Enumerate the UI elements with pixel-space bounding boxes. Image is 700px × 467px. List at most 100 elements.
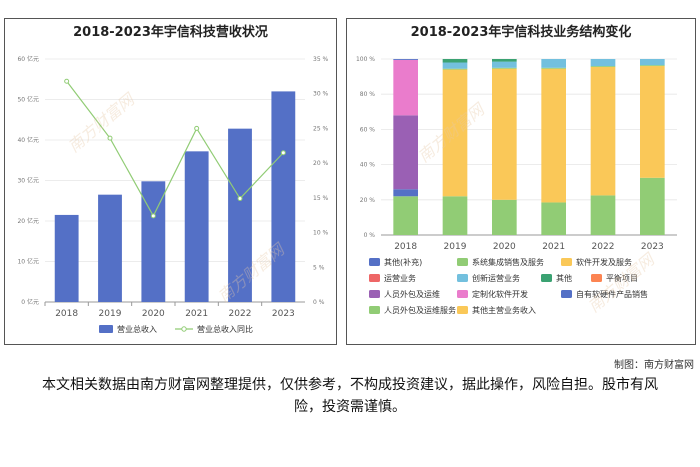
x-tick-label: 2023 bbox=[641, 242, 664, 252]
x-tick-label: 2022 bbox=[229, 309, 252, 319]
stacked-bar-segment bbox=[640, 59, 665, 66]
bar bbox=[141, 181, 166, 302]
x-tick-label: 2021 bbox=[542, 242, 565, 252]
legend-label: 运营业务 bbox=[384, 273, 416, 283]
legend-swatch bbox=[181, 326, 187, 332]
legend-swatch bbox=[541, 274, 552, 282]
structure-chart: 0 % 20 % 40 % 60 % 80 % 100 % 2018 2019 2020 2021… bbox=[356, 56, 677, 315]
line-point bbox=[107, 135, 113, 141]
stacked-bar-segment bbox=[442, 69, 468, 197]
y-tick-label: 100 % bbox=[356, 56, 375, 63]
y-tick-label: 50 亿元 bbox=[17, 96, 39, 104]
legend-swatch bbox=[99, 325, 113, 333]
disclaimer-text: 本文相关数据由南方财富网整理提供，仅供参考，不构成投资建议，据此操作，风险自担。… bbox=[42, 377, 658, 415]
x-tick-label: 2020 bbox=[142, 309, 165, 319]
stacked-bar-segment bbox=[590, 66, 616, 67]
stacked-bar-segment bbox=[492, 68, 517, 200]
legend-swatch bbox=[561, 290, 572, 298]
stacked-bar-segment bbox=[640, 66, 665, 178]
y-tick-label: 40 亿元 bbox=[17, 136, 39, 144]
legend-swatch bbox=[457, 274, 468, 282]
stacked-bar-segment bbox=[492, 199, 517, 235]
y-tick-label: 30 亿元 bbox=[17, 177, 39, 185]
stacked-bar-segment bbox=[492, 67, 517, 69]
y-tick-label: 20 % bbox=[360, 197, 376, 204]
legend-swatch bbox=[457, 290, 468, 298]
stacked-bar-segment bbox=[393, 59, 418, 116]
legend-label: 人员外包及运维服务 bbox=[384, 305, 456, 315]
legend-label: 系统集成销售及服务 bbox=[472, 257, 544, 267]
legend-swatch bbox=[369, 306, 380, 314]
bar bbox=[228, 128, 252, 302]
line-point bbox=[150, 213, 156, 219]
line-point bbox=[194, 125, 200, 131]
chart-title: 2018-2023年宇信科技营收状况 bbox=[73, 25, 268, 40]
legend-swatch bbox=[561, 258, 572, 266]
x-tick-label: 2018 bbox=[394, 242, 417, 252]
y-tick-label: 60 % bbox=[360, 126, 376, 133]
legend-label: 自有软硬件产品销售 bbox=[576, 289, 648, 299]
line-point bbox=[237, 196, 243, 202]
revenue-chart-panel: 2018-2023年宇信科技营收状况 0 亿元 10 亿元 20 亿元 30 亿元 40… bbox=[4, 18, 337, 345]
stacked-bar-segment bbox=[393, 59, 418, 60]
legend-label: 营业总收入 bbox=[117, 324, 157, 334]
structure-chart-panel: 2018-2023年宇信科技业务结构变化 0 % 20 % 40 % 60 % 80 %… bbox=[346, 18, 696, 345]
line-point bbox=[280, 150, 286, 156]
stacked-bar-segment bbox=[590, 195, 616, 235]
x-tick-label: 2021 bbox=[185, 309, 208, 319]
legend-swatch bbox=[369, 290, 380, 298]
y-tick-label: 0 % bbox=[364, 232, 376, 239]
legend-label: 其他主营业务收入 bbox=[472, 305, 536, 315]
stacked-bar-segment bbox=[541, 68, 566, 203]
stacked-bar-segment bbox=[492, 59, 517, 62]
line-series bbox=[66, 80, 284, 218]
legend-swatch bbox=[591, 274, 602, 282]
legend-label: 平衡项目 bbox=[606, 273, 638, 283]
y2-tick-label: 15 % bbox=[313, 195, 329, 202]
legend-swatch bbox=[457, 306, 468, 314]
legend-label: 其他 bbox=[556, 273, 572, 283]
bar bbox=[271, 91, 296, 303]
y2-tick-label: 25 % bbox=[313, 125, 329, 132]
stacked-bar-segment bbox=[492, 61, 517, 68]
bar bbox=[98, 194, 122, 302]
legend-swatch bbox=[369, 274, 380, 282]
line-point bbox=[64, 78, 70, 84]
x-tick-label: 2022 bbox=[592, 242, 615, 252]
chart-credit: 制图：南方财富网 bbox=[614, 360, 694, 371]
y2-tick-label: 35 % bbox=[313, 56, 329, 63]
y2-tick-label: 10 % bbox=[313, 230, 329, 237]
stacked-bar-segment bbox=[541, 67, 566, 69]
x-tick-label: 2019 bbox=[444, 242, 467, 252]
y-tick-label: 60 亿元 bbox=[17, 55, 39, 63]
legend-label: 软件开发及服务 bbox=[576, 257, 632, 267]
y-tick-label: 20 亿元 bbox=[17, 217, 39, 225]
stacked-bar-segment bbox=[393, 196, 418, 235]
y-tick-label: 40 % bbox=[360, 162, 376, 169]
stacked-bar-segment bbox=[442, 68, 468, 70]
y2-tick-label: 0 % bbox=[313, 299, 325, 306]
x-tick-label: 2019 bbox=[99, 309, 122, 319]
stacked-bar-segment bbox=[590, 59, 616, 67]
legend-label: 人员外包及运维 bbox=[384, 289, 440, 299]
stacked-bar-segment bbox=[393, 115, 418, 190]
x-tick-label: 2023 bbox=[272, 309, 295, 319]
y-tick-label: 80 % bbox=[360, 91, 376, 98]
stacked-bar-segment bbox=[640, 177, 665, 235]
x-tick-label: 2018 bbox=[55, 309, 78, 319]
stacked-bar-segment bbox=[541, 202, 566, 235]
bar bbox=[54, 214, 79, 302]
chart-title: 2018-2023年宇信科技业务结构变化 bbox=[410, 25, 632, 40]
y-tick-label: 0 亿元 bbox=[21, 298, 39, 306]
x-tick-label: 2020 bbox=[493, 242, 516, 252]
legend-label: 创新运营业务 bbox=[472, 273, 520, 283]
stacked-bar-segment bbox=[541, 59, 566, 68]
stacked-bar-segment bbox=[442, 62, 468, 69]
legend-swatch bbox=[369, 258, 380, 266]
stacked-bar-segment bbox=[442, 59, 468, 63]
bar bbox=[184, 151, 209, 302]
y2-tick-label: 30 % bbox=[313, 91, 329, 98]
y2-tick-label: 5 % bbox=[313, 264, 325, 271]
revenue-chart: 0 亿元 10 亿元 20 亿元 30 亿元 40 亿元 50 亿元 60 亿元 0 % 5 %… bbox=[17, 55, 329, 334]
y2-tick-label: 20 % bbox=[313, 160, 329, 167]
